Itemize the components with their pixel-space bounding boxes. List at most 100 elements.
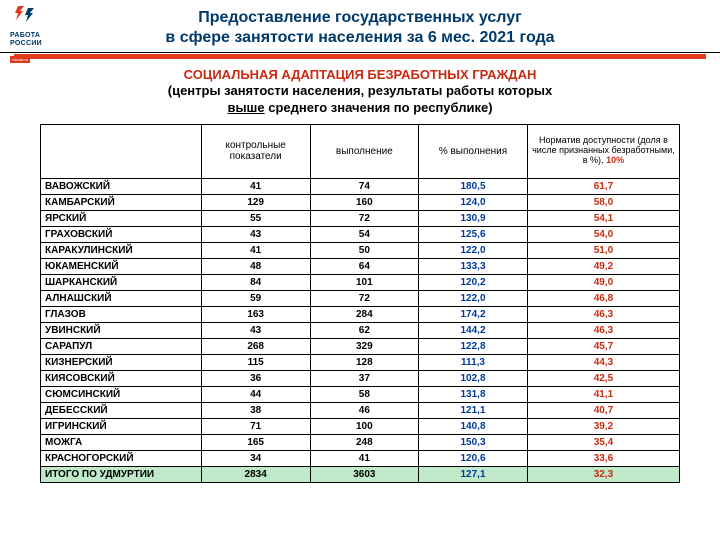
cell-control: 59 bbox=[201, 290, 310, 306]
logo-icon bbox=[10, 6, 40, 26]
subtitle-black-a: (центры занятости населения, результаты … bbox=[168, 83, 552, 98]
table-row: ЮКАМЕНСКИЙ4864133,349,2 bbox=[41, 258, 680, 274]
cell-name: ЯРСКИЙ bbox=[41, 210, 202, 226]
cell-control: 43 bbox=[201, 226, 310, 242]
subtitle-black-b: среднего значения по республике) bbox=[265, 100, 493, 115]
cell-norm: 46,8 bbox=[527, 290, 679, 306]
col-control: контрольные показатели bbox=[201, 124, 310, 178]
cell-name: КРАСНОГОРСКИЙ bbox=[41, 450, 202, 466]
cell-name: КАМБАРСКИЙ bbox=[41, 194, 202, 210]
cell-done: 128 bbox=[310, 354, 419, 370]
cell-control: 165 bbox=[201, 434, 310, 450]
table-row: АЛНАШСКИЙ5972122,046,8 bbox=[41, 290, 680, 306]
cell-done: 101 bbox=[310, 274, 419, 290]
cell-percent: 124,0 bbox=[419, 194, 528, 210]
cell-percent: 133,3 bbox=[419, 258, 528, 274]
cell-done: 64 bbox=[310, 258, 419, 274]
table-total-row: ИТОГО ПО УДМУРТИИ28343603127,132,3 bbox=[41, 466, 680, 482]
cell-control: 268 bbox=[201, 338, 310, 354]
cell-percent: 102,8 bbox=[419, 370, 528, 386]
cell-done: 41 bbox=[310, 450, 419, 466]
cell-percent: 150,3 bbox=[419, 434, 528, 450]
table-row: КРАСНОГОРСКИЙ3441120,633,6 bbox=[41, 450, 680, 466]
cell-norm: 49,2 bbox=[527, 258, 679, 274]
cell-name: УВИНСКИЙ bbox=[41, 322, 202, 338]
table-row: КИЗНЕРСКИЙ115128111,344,3 bbox=[41, 354, 680, 370]
table-header-row: контрольные показатели выполнение % выпо… bbox=[41, 124, 680, 178]
table-row: ШАРКАНСКИЙ84101120,249,0 bbox=[41, 274, 680, 290]
cell-percent: 127,1 bbox=[419, 466, 528, 482]
cell-norm: 39,2 bbox=[527, 418, 679, 434]
table-row: МОЖГА165248150,335,4 bbox=[41, 434, 680, 450]
cell-norm: 32,3 bbox=[527, 466, 679, 482]
cell-done: 329 bbox=[310, 338, 419, 354]
cell-control: 129 bbox=[201, 194, 310, 210]
cell-name: ЮКАМЕНСКИЙ bbox=[41, 258, 202, 274]
table-row: ВАВОЖСКИЙ4174180,561,7 bbox=[41, 178, 680, 194]
cell-norm: 46,3 bbox=[527, 322, 679, 338]
title-divider bbox=[14, 54, 706, 59]
cell-percent: 140,8 bbox=[419, 418, 528, 434]
page-title: Предоставление государственных услуг в с… bbox=[0, 0, 720, 54]
table-row: КАРАКУЛИНСКИЙ4150122,051,0 bbox=[41, 242, 680, 258]
cell-name: ВАВОЖСКИЙ bbox=[41, 178, 202, 194]
cell-percent: 120,2 bbox=[419, 274, 528, 290]
cell-norm: 42,5 bbox=[527, 370, 679, 386]
cell-control: 163 bbox=[201, 306, 310, 322]
cell-control: 43 bbox=[201, 322, 310, 338]
cell-norm: 44,3 bbox=[527, 354, 679, 370]
cell-control: 2834 bbox=[201, 466, 310, 482]
table-row: СЮМСИНСКИЙ4458131,841,1 bbox=[41, 386, 680, 402]
cell-done: 62 bbox=[310, 322, 419, 338]
cell-control: 48 bbox=[201, 258, 310, 274]
cell-norm: 51,0 bbox=[527, 242, 679, 258]
cell-name: МОЖГА bbox=[41, 434, 202, 450]
logo-line1: РАБОТА bbox=[10, 32, 64, 39]
cell-done: 74 bbox=[310, 178, 419, 194]
cell-percent: 180,5 bbox=[419, 178, 528, 194]
col-norm-accent: 10% bbox=[606, 155, 624, 165]
cell-norm: 46,3 bbox=[527, 306, 679, 322]
cell-control: 34 bbox=[201, 450, 310, 466]
cell-done: 284 bbox=[310, 306, 419, 322]
cell-name: САРАПУЛ bbox=[41, 338, 202, 354]
logo-line2: РОССИИ bbox=[10, 40, 64, 47]
cell-percent: 122,8 bbox=[419, 338, 528, 354]
cell-done: 54 bbox=[310, 226, 419, 242]
cell-norm: 40,7 bbox=[527, 402, 679, 418]
cell-norm: 45,7 bbox=[527, 338, 679, 354]
cell-name: ИГРИНСКИЙ bbox=[41, 418, 202, 434]
col-name bbox=[41, 124, 202, 178]
cell-norm: 35,4 bbox=[527, 434, 679, 450]
cell-name: ГЛАЗОВ bbox=[41, 306, 202, 322]
cell-norm: 61,7 bbox=[527, 178, 679, 194]
cell-name: КИЗНЕРСКИЙ bbox=[41, 354, 202, 370]
cell-control: 38 bbox=[201, 402, 310, 418]
table-row: КАМБАРСКИЙ129160124,058,0 bbox=[41, 194, 680, 210]
cell-percent: 122,0 bbox=[419, 290, 528, 306]
cell-done: 100 bbox=[310, 418, 419, 434]
cell-control: 44 bbox=[201, 386, 310, 402]
title-line1: Предоставление государственных услуг bbox=[70, 8, 650, 28]
subtitle-red: СОЦИАЛЬНАЯ АДАПТАЦИЯ БЕЗРАБОТНЫХ ГРАЖДАН bbox=[184, 67, 537, 82]
col-done: выполнение bbox=[310, 124, 419, 178]
cell-control: 41 bbox=[201, 242, 310, 258]
cell-percent: 122,0 bbox=[419, 242, 528, 258]
cell-done: 248 bbox=[310, 434, 419, 450]
table-row: ЯРСКИЙ5572130,954,1 bbox=[41, 210, 680, 226]
table-row: САРАПУЛ268329122,845,7 bbox=[41, 338, 680, 354]
cell-percent: 131,8 bbox=[419, 386, 528, 402]
cell-control: 36 bbox=[201, 370, 310, 386]
col-norm: Норматив доступности (доля в числе призн… bbox=[527, 124, 679, 178]
cell-percent: 174,2 bbox=[419, 306, 528, 322]
cell-done: 37 bbox=[310, 370, 419, 386]
table-row: ГЛАЗОВ163284174,246,3 bbox=[41, 306, 680, 322]
cell-name: ШАРКАНСКИЙ bbox=[41, 274, 202, 290]
cell-norm: 41,1 bbox=[527, 386, 679, 402]
cell-done: 58 bbox=[310, 386, 419, 402]
cell-control: 71 bbox=[201, 418, 310, 434]
cell-norm: 58,0 bbox=[527, 194, 679, 210]
subtitle: СОЦИАЛЬНАЯ АДАПТАЦИЯ БЕЗРАБОТНЫХ ГРАЖДАН… bbox=[0, 59, 720, 116]
cell-control: 55 bbox=[201, 210, 310, 226]
cell-control: 84 bbox=[201, 274, 310, 290]
